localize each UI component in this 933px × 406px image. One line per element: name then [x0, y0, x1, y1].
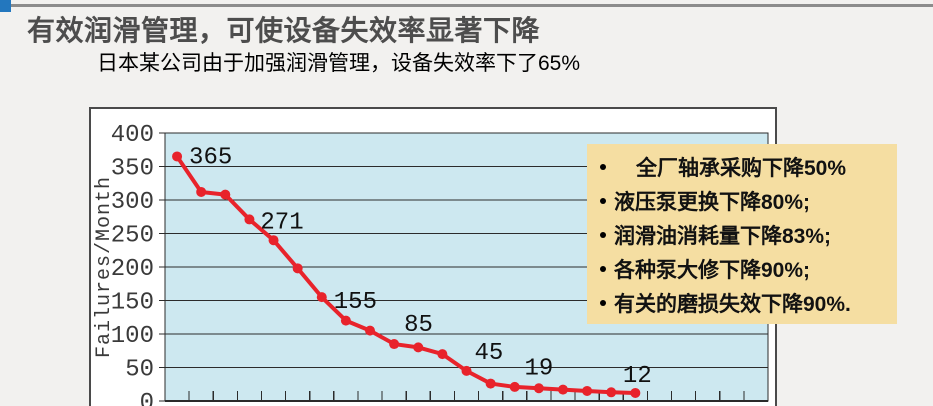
data-point — [413, 342, 424, 353]
bullet-icon — [600, 198, 606, 204]
data-point-label: 45 — [475, 340, 504, 367]
results-callout-box: 全厂轴承采购下降50% 液压泵更换下降80%; 润滑油消耗量下降83%; 各种泵大修下… — [587, 144, 897, 324]
data-point — [557, 384, 568, 395]
y-tick-label: 150 — [111, 290, 154, 317]
data-point — [172, 151, 183, 162]
data-point — [437, 349, 448, 360]
top-divider-line — [11, 4, 933, 7]
list-item: 润滑油消耗量下降83%; — [600, 218, 897, 252]
data-point — [533, 383, 544, 394]
bullet-icon — [600, 300, 606, 306]
list-item-label: 全厂轴承采购下降50% — [636, 157, 847, 180]
data-point — [220, 189, 231, 200]
y-axis-title: Failures/Month — [93, 176, 116, 358]
data-point — [461, 365, 472, 376]
data-point — [340, 315, 351, 326]
accent-square — [0, 0, 11, 12]
page-title: 有效润滑管理，可使设备失效率显著下降 — [27, 15, 541, 46]
data-point — [365, 325, 376, 336]
y-tick-label: 0 — [140, 390, 154, 406]
y-tick-label: 350 — [111, 156, 154, 183]
data-point-label: 85 — [404, 312, 433, 339]
data-point — [485, 378, 496, 389]
list-item-label: 润滑油消耗量下降83%; — [614, 225, 832, 248]
data-point — [509, 381, 520, 392]
data-point-label: 365 — [189, 144, 232, 171]
page-subtitle: 日本某公司由于加强润滑管理，设备失效率下了65% — [97, 52, 581, 75]
bullet-icon — [600, 232, 606, 238]
data-point — [630, 387, 641, 398]
data-point-label: 19 — [524, 355, 553, 382]
bullet-icon — [600, 164, 606, 170]
list-item: 各种泵大修下降90%; — [600, 252, 897, 286]
data-point-label: 12 — [623, 363, 652, 390]
y-tick-label: 50 — [125, 357, 154, 384]
data-point — [582, 385, 593, 396]
list-item: 有关的磨损失效下降90%. — [600, 286, 897, 320]
results-list: 全厂轴承采购下降50% 液压泵更换下降80%; 润滑油消耗量下降83%; 各种泵大修下… — [600, 150, 897, 320]
data-point — [268, 235, 279, 246]
data-point — [292, 263, 303, 274]
data-point — [196, 186, 207, 197]
data-point-label: 155 — [334, 289, 377, 316]
y-tick-label: 100 — [111, 323, 154, 350]
y-tick-label: 200 — [111, 256, 154, 283]
list-item-label: 各种泵大修下降90%; — [614, 259, 811, 282]
y-tick-label: 300 — [111, 189, 154, 216]
data-point — [316, 292, 327, 303]
bullet-icon — [600, 266, 606, 272]
list-item-label: 有关的磨损失效下降90%. — [614, 293, 851, 316]
list-item-label: 液压泵更换下降80%; — [614, 191, 811, 214]
y-tick-label: 250 — [111, 223, 154, 250]
list-item: 液压泵更换下降80%; — [600, 184, 897, 218]
data-point-label: 271 — [260, 209, 303, 236]
list-item: 全厂轴承采购下降50% — [600, 150, 897, 184]
data-point — [389, 339, 400, 350]
data-point — [606, 387, 617, 398]
data-point — [244, 214, 255, 225]
y-tick-label: 400 — [111, 122, 154, 149]
